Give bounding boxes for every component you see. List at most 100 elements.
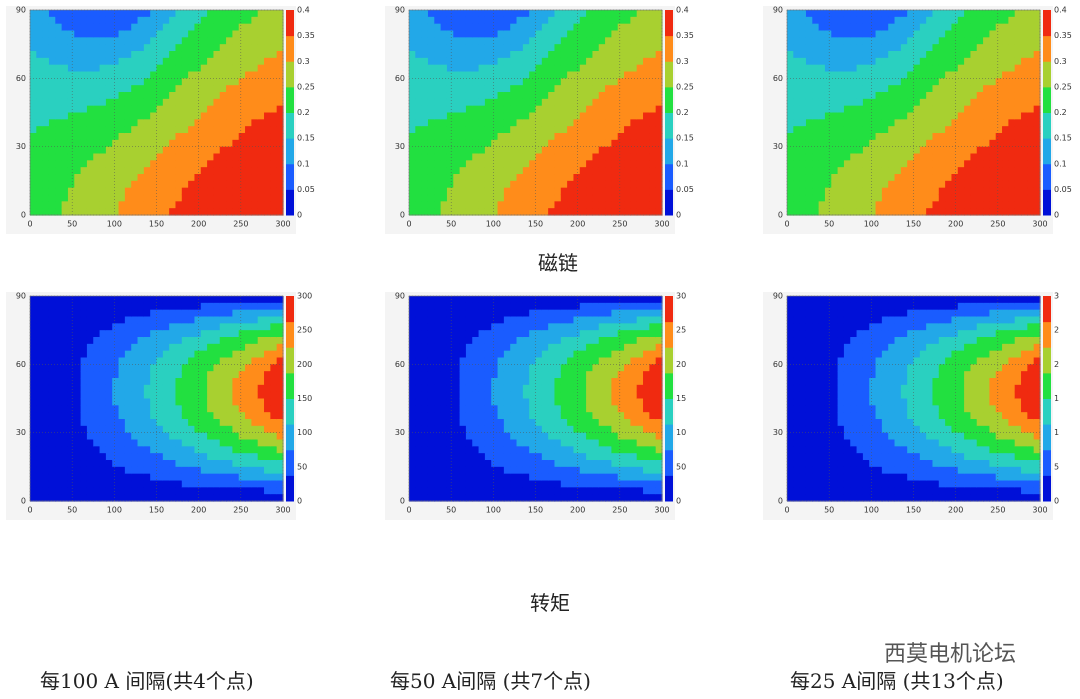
contour-cell [30,201,37,209]
contour-cell [270,412,278,420]
colorbar-segment [665,163,673,190]
contour-cell [67,466,75,475]
contour-cell [67,167,75,175]
contour-cell [649,174,657,182]
contour-cell [207,371,215,379]
contour-cell [446,10,454,18]
contour-cell [150,384,158,393]
contour-cell [976,133,984,141]
contour-cell [188,473,196,482]
contour-cell [156,208,164,216]
contour-cell [80,446,88,454]
contour-cell [270,364,278,372]
contour-cell [270,446,278,454]
contour-cell [169,398,177,406]
contour-cell [156,174,164,182]
contour-cell [251,316,259,324]
contour-cell [598,180,606,189]
contour-cell [850,153,858,161]
contour-cell [124,296,132,304]
contour-cell [579,160,587,168]
contour-cell [446,187,454,196]
contour-cell [30,378,37,386]
contour-cell [55,466,63,475]
contour-cell [74,64,82,73]
contour-cell [131,119,139,127]
contour-cell [150,119,158,127]
contour-cell [200,357,208,365]
contour-cell [143,78,151,86]
contour-cell [409,439,416,447]
contour-cell [67,78,75,86]
contour-cell [926,37,934,45]
contour-cell [824,187,832,196]
contour-cell [48,180,56,189]
contour-cell [957,71,965,79]
contour-cell [1033,92,1041,100]
colorbar-segment [1043,35,1051,62]
contour-cell [118,405,126,413]
contour-cell [143,446,151,454]
contour-cell [793,208,801,216]
contour-cell [862,78,870,86]
contour-cell [875,51,883,59]
contour-cell [655,64,663,73]
contour-cell [964,139,972,148]
contour-cell [894,153,902,161]
contour-cell [112,446,120,454]
contour-cell [200,398,208,406]
contour-cell [624,30,631,38]
contour-cell [67,350,75,359]
contour-cell [421,167,429,175]
contour-cell [1027,133,1035,141]
contour-cell [124,439,132,447]
contour-cell [67,398,75,406]
x-tick-label: 0 [27,220,32,229]
contour-cell [850,105,858,114]
contour-cell [611,51,619,59]
contour-cell [888,64,896,73]
contour-cell [598,167,606,175]
contour-cell [805,187,813,196]
contour-cell [900,51,908,59]
contour-cell [491,23,499,32]
contour-cell [453,57,461,66]
contour-cell [554,78,562,86]
contour-cell [881,167,889,175]
contour-cell [112,480,120,488]
contour-cell [522,78,530,86]
contour-cell [194,57,202,66]
contour-cell [983,51,990,59]
contour-cell [649,44,657,52]
contour-cell [200,337,208,345]
contour-cell [938,146,946,155]
contour-cell [118,208,126,216]
contour-cell [143,487,151,495]
contour-cell [548,16,556,25]
contour-cell [1002,174,1009,182]
contour-cell [118,85,126,93]
contour-cell [80,44,88,52]
contour-cell [624,92,631,100]
contour-cell [188,126,196,134]
contour-cell [995,78,1003,86]
contour-cell [649,10,657,18]
contour-cell [238,64,246,73]
contour-cell [30,432,37,441]
contour-cell [99,357,107,365]
contour-cell [48,480,56,488]
contour-cell [548,23,556,32]
contour-cell [86,323,94,331]
contour-cell [245,330,252,338]
contour-cell [862,44,870,52]
contour-cell [964,105,972,114]
contour-cell [541,174,549,182]
contour-cell [976,180,984,189]
contour-cell [118,487,126,495]
contour-cell [812,119,820,127]
contour-cell [257,85,265,93]
contour-cell [453,133,461,141]
contour-cell [529,23,537,32]
contour-cell [1002,10,1009,18]
contour-cell [957,133,965,141]
